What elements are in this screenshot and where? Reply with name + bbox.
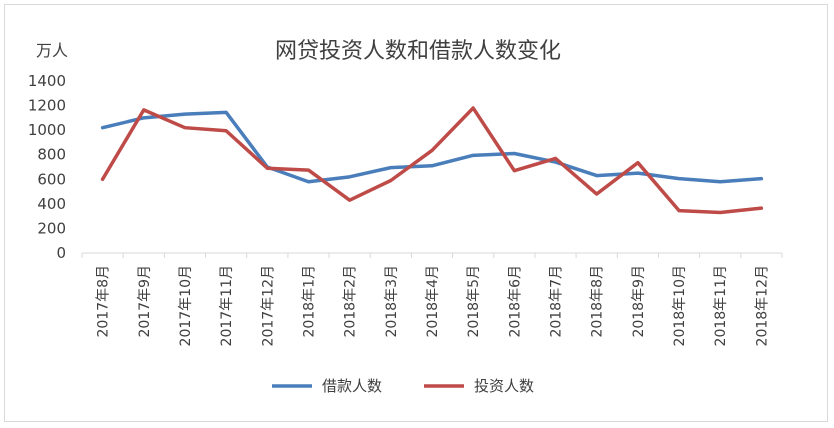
series-lines <box>100 106 764 215</box>
chart-title: 网贷投资人数和借款人数变化 <box>275 39 561 64</box>
y-tick-label: 0 <box>56 244 66 262</box>
x-tick-label: 2017年8月 <box>96 265 112 338</box>
y-tick-label: 400 <box>37 195 66 213</box>
legend-label: 借款人数 <box>322 377 382 395</box>
x-tick-label: 2017年12月 <box>260 265 276 346</box>
x-tick-labels: 2017年8月 2017年9月 2017年10月 2017年11月 2017年12月 20… <box>96 265 771 346</box>
chart-frame <box>4 4 828 422</box>
legend-entry: 投资人数 <box>424 377 534 395</box>
x-tick-label: 2018年4月 <box>425 265 441 338</box>
legend-entry: 借款人数 <box>272 377 382 395</box>
y-tick-label: 600 <box>37 170 66 188</box>
x-tick-label: 2018年6月 <box>507 265 523 338</box>
x-tick-label: 2018年11月 <box>713 265 729 346</box>
y-tick-label: 1400 <box>28 72 66 90</box>
y-tick-label: 1000 <box>28 121 66 139</box>
x-tick-label: 2018年9月 <box>631 265 647 338</box>
x-tick-label: 2018年3月 <box>384 265 400 338</box>
x-tick-label: 2018年10月 <box>672 265 688 346</box>
x-tick-label: 2018年12月 <box>754 265 770 346</box>
x-tick-label: 2018年7月 <box>549 265 565 338</box>
x-tick-label: 2017年11月 <box>219 265 235 346</box>
y-axis-unit: 万人 <box>36 41 68 60</box>
y-tick-label: 200 <box>37 219 66 237</box>
legend: 借款人数 投资人数 <box>272 377 534 395</box>
x-tick-label: 2018年2月 <box>343 265 359 338</box>
x-tick-label: 2017年9月 <box>137 265 153 338</box>
y-tick-label: 800 <box>37 146 66 164</box>
x-tick-label: 2018年5月 <box>466 265 482 338</box>
x-tick-label: 2017年10月 <box>178 265 194 346</box>
series-line-1 <box>100 106 764 215</box>
legend-label: 投资人数 <box>474 377 534 395</box>
y-tick-labels: 0 200 400 600 800 1000 1200 1400 <box>28 72 66 262</box>
x-tick-marks <box>81 253 783 258</box>
y-tick-label: 1200 <box>28 97 66 115</box>
x-tick-label: 2018年8月 <box>590 265 606 338</box>
x-tick-label: 2018年1月 <box>301 265 317 338</box>
series-line-0 <box>100 110 764 184</box>
